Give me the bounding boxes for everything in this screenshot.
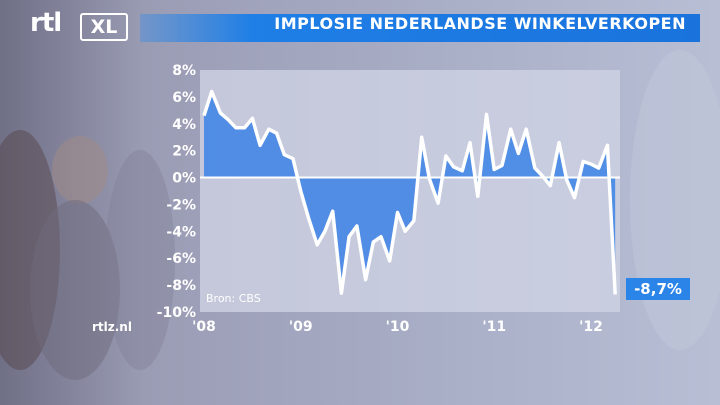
rtlz-logo: rtl XL bbox=[30, 8, 130, 42]
y-tick-label: -8% bbox=[166, 278, 196, 294]
title-banner: IMPLOSIE NEDERLANDSE WINKELVERKOPEN bbox=[140, 14, 700, 42]
chart-title: IMPLOSIE NEDERLANDSE WINKELVERKOPEN bbox=[274, 14, 686, 33]
y-tick-label: -2% bbox=[166, 197, 196, 213]
x-tick-label: '12 bbox=[579, 319, 603, 335]
y-tick-label: -4% bbox=[166, 224, 196, 240]
logo-xl-text: XL bbox=[80, 13, 128, 41]
y-tick-label: 4% bbox=[172, 117, 196, 133]
y-tick-label: 6% bbox=[172, 90, 196, 106]
end-value-badge: -8,7% bbox=[626, 278, 690, 300]
series-line bbox=[202, 89, 617, 295]
site-watermark: rtlz.nl bbox=[92, 320, 132, 334]
x-tick-label: '11 bbox=[482, 319, 506, 335]
source-note: Bron: CBS bbox=[206, 292, 261, 305]
x-tick-label: '08 bbox=[192, 319, 216, 335]
series-area bbox=[204, 91, 616, 295]
x-tick-label: '10 bbox=[386, 319, 410, 335]
y-tick-label: -10% bbox=[157, 305, 196, 321]
y-tick-label: 0% bbox=[172, 171, 196, 187]
y-tick-label: -6% bbox=[166, 251, 196, 267]
logo-rtl-text: rtl bbox=[30, 8, 62, 38]
y-tick-label: 8% bbox=[172, 63, 196, 79]
y-tick-label: 2% bbox=[172, 144, 196, 160]
x-tick-label: '09 bbox=[289, 319, 313, 335]
